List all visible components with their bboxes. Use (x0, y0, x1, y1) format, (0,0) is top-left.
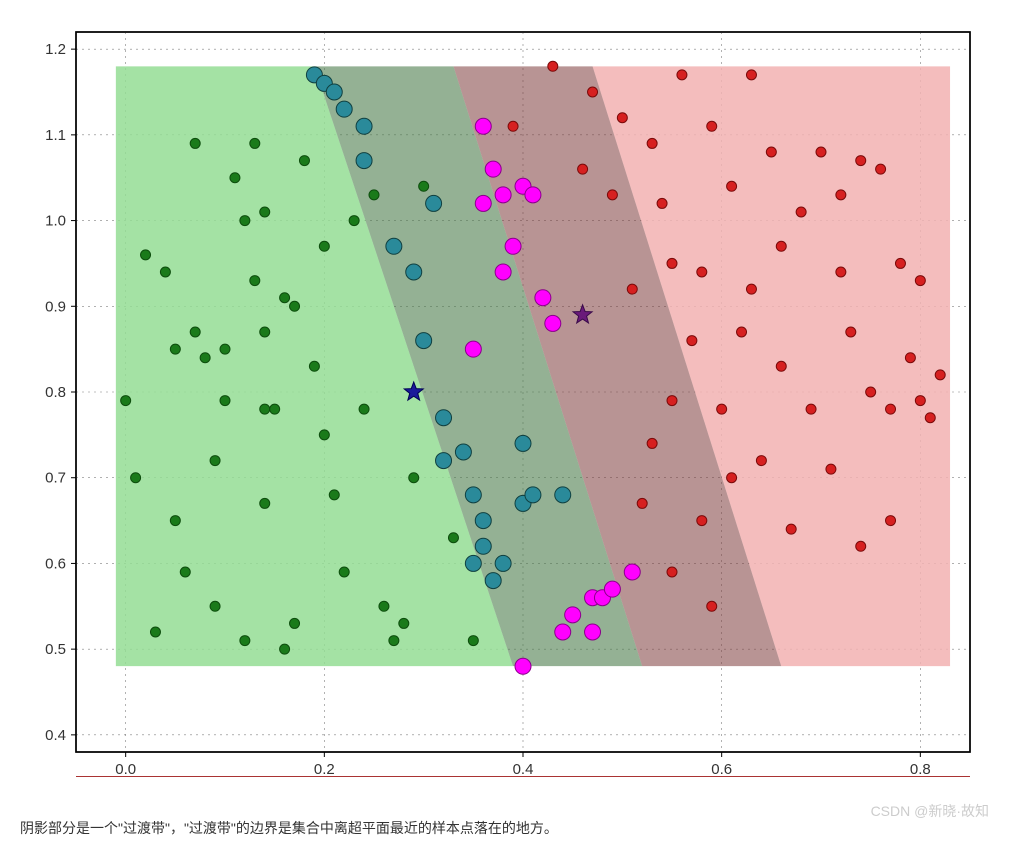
svg-text:0.5: 0.5 (45, 641, 66, 658)
svm-scatter-chart: 0.00.20.40.60.80.40.50.60.70.80.91.01.11… (20, 20, 980, 810)
watermark-text: CSDN @新晓·故知 (871, 801, 989, 821)
svg-text:1.2: 1.2 (45, 41, 66, 58)
axis-underline (76, 776, 970, 777)
caption-text: 阴影部分是一个"过渡带"，"过渡带"的边界是集合中离超平面最近的样本点落在的地方… (20, 818, 999, 838)
svg-text:0.7: 0.7 (45, 470, 66, 487)
chart-svg: 0.00.20.40.60.80.40.50.60.70.80.91.01.11… (20, 20, 980, 790)
svg-text:1.0: 1.0 (45, 213, 66, 230)
svg-text:0.8: 0.8 (45, 384, 66, 401)
svg-text:0.4: 0.4 (45, 727, 66, 744)
svg-text:1.1: 1.1 (45, 127, 66, 144)
svg-text:0.9: 0.9 (45, 298, 66, 315)
svg-text:0.6: 0.6 (45, 555, 66, 572)
